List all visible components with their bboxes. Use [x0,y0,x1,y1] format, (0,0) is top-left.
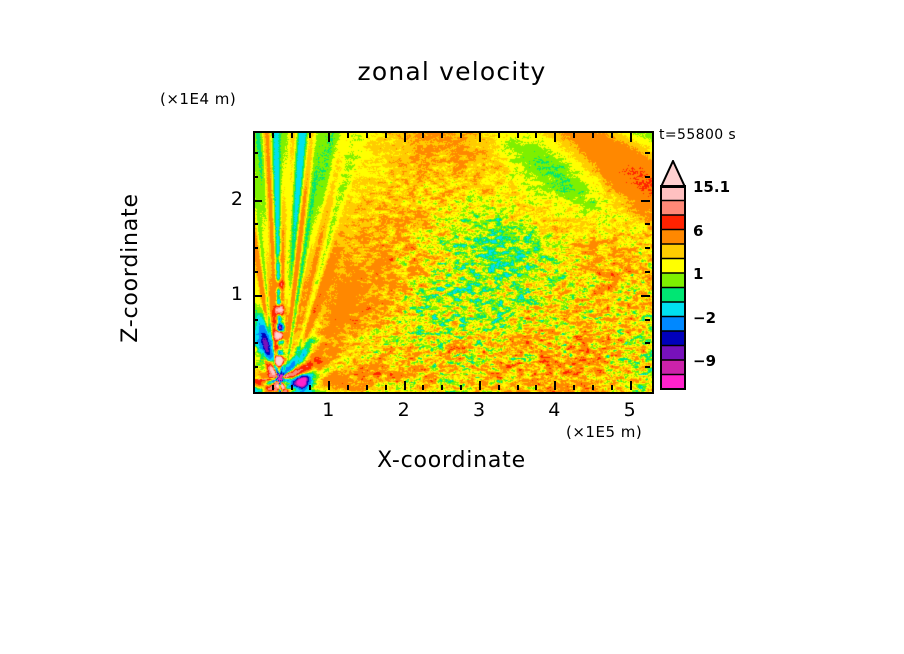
x-tick-minor [610,133,613,138]
x-tick-minor [516,133,519,138]
x-tick-minor [460,385,463,390]
contour-field [255,133,652,392]
x-tick-major [554,381,557,390]
x-tick-minor [610,385,613,390]
y-tick-minor [645,342,650,345]
x-tick-major [478,381,481,390]
y-tick-label: 1 [230,282,243,305]
x-tick-minor [573,133,576,138]
y-tick-minor [253,318,258,321]
y-tick-minor [253,151,258,154]
y-tick-minor [253,270,258,273]
y-axis-unit-label: (×1E4 m) [160,90,237,108]
y-tick-minor [645,366,650,369]
y-tick-minor [645,151,650,154]
x-tick-minor [535,133,538,138]
contour-plot-area [253,131,654,394]
y-tick-minor [253,223,258,226]
colorbar-tick-label: −2 [693,308,717,327]
x-tick-minor [535,385,538,390]
x-tick-major [403,381,406,390]
colorbar-tick-label: 15.1 [693,178,731,196]
y-tick-minor [645,175,650,178]
x-tick-minor [309,385,312,390]
x-tick-minor [384,385,387,390]
y-tick-minor [645,247,650,250]
x-tick-minor [365,385,368,390]
x-tick-minor [271,385,274,390]
x-tick-minor [422,133,425,138]
colorbar-tick-label: 1 [693,265,704,283]
x-tick-minor [441,385,444,390]
y-tick-minor [253,175,258,178]
colorbar-tick-label: −9 [693,352,717,370]
y-tick-minor [253,247,258,250]
y-tick-minor [253,366,258,369]
x-tick-label: 2 [397,399,410,421]
y-tick-minor [645,223,650,226]
x-tick-label: 3 [472,399,486,421]
y-tick-minor [253,342,258,345]
x-tick-major [328,381,331,390]
x-tick-major [478,133,481,142]
x-axis-title: X-coordinate [377,448,526,473]
x-tick-major [629,133,632,142]
x-tick-minor [290,385,293,390]
x-tick-minor [271,133,274,138]
x-tick-minor [384,133,387,138]
x-tick-minor [497,385,500,390]
x-tick-label: 4 [548,399,561,421]
x-tick-major [328,133,331,142]
x-tick-minor [290,133,293,138]
y-tick-major [253,199,262,202]
x-tick-minor [573,385,576,390]
y-axis-title: Z-coordinate [118,193,143,343]
y-tick-major [253,294,262,297]
x-tick-minor [441,133,444,138]
x-tick-minor [516,385,519,390]
x-tick-minor [365,133,368,138]
x-tick-minor [347,385,350,390]
x-tick-label: 5 [623,399,636,421]
x-tick-minor [497,133,500,138]
x-tick-major [629,381,632,390]
timestamp-annotation: t=55800 s [659,127,737,143]
x-axis-unit-label: (×1E5 m) [566,423,643,441]
x-tick-minor [591,133,594,138]
y-tick-label: 2 [230,187,243,210]
y-tick-major [641,294,650,297]
colorbar-tick-label: 6 [693,221,704,240]
x-tick-minor [591,385,594,390]
y-tick-major [641,199,650,202]
x-tick-minor [309,133,312,138]
x-tick-minor [347,133,350,138]
y-tick-minor [645,270,650,273]
y-tick-minor [645,318,650,321]
x-tick-major [403,133,406,142]
x-tick-major [554,133,557,142]
x-tick-label: 1 [322,399,335,421]
x-tick-minor [422,385,425,390]
page-title: zonal velocity [357,57,547,86]
x-tick-minor [460,133,463,138]
colorbar [660,160,686,390]
